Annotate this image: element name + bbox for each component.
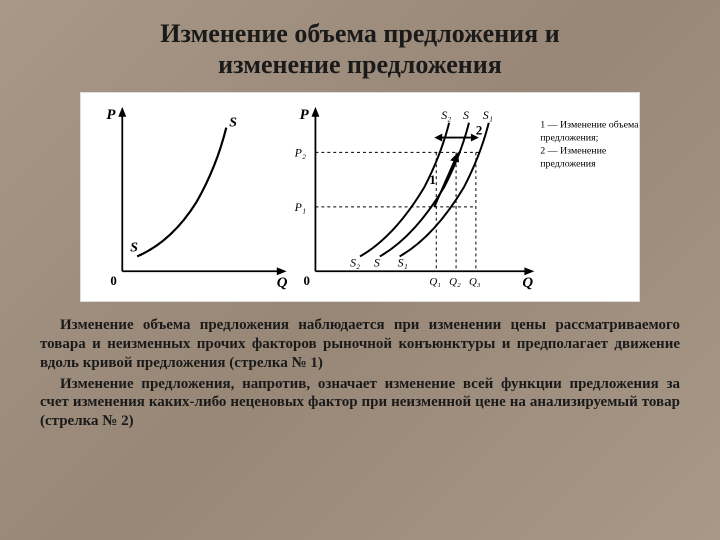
- right-x-axis-label: Q: [522, 276, 533, 292]
- title-line-1: Изменение объема предложения и: [160, 19, 559, 48]
- paragraph-1: Изменение объема предложения наблюдается…: [40, 316, 680, 372]
- legend-line-3: 2 — Изменение: [540, 146, 607, 157]
- supply-diagram: P Q 0 S S P Q 0: [81, 93, 639, 301]
- left-curve-bottom: S: [130, 240, 138, 255]
- s1-bot-label: S₁: [398, 256, 408, 270]
- s-bot-label: S: [374, 256, 380, 270]
- p2-label: P₂: [294, 146, 306, 160]
- p1-label: P₁: [294, 200, 306, 214]
- legend-line-4: предложения: [540, 159, 596, 170]
- right-chart: P Q 0 S₂ S S₁ S₂ S S₁ P₂ P₁: [294, 107, 535, 291]
- s2-bot-label: S₂: [350, 256, 360, 270]
- paragraph-2: Изменение предложения, напротив, означае…: [40, 375, 680, 431]
- title-line-2: изменение предложения: [218, 50, 502, 79]
- left-y-axis-label: P: [106, 107, 116, 123]
- body-text: Изменение объема предложения наблюдается…: [40, 316, 680, 431]
- left-x-axis-label: Q: [277, 276, 288, 292]
- left-curve-top: S: [229, 115, 237, 130]
- q1-label: Q₁: [429, 277, 441, 289]
- legend-line-2: предложения;: [540, 133, 598, 144]
- left-chart: P Q 0 S S: [106, 107, 287, 291]
- s1-top-label: S₁: [483, 108, 493, 122]
- figure-container: P Q 0 S S P Q 0: [80, 92, 640, 302]
- q3-label: Q₃: [469, 277, 481, 289]
- s-top-label: S: [463, 108, 469, 122]
- q2-label: Q₂: [449, 277, 461, 289]
- s2-top-label: S₂: [441, 108, 451, 122]
- legend-line-1: 1 — Изменение объема: [540, 120, 639, 131]
- left-origin: 0: [110, 275, 116, 289]
- slide-title: Изменение объема предложения и изменение…: [40, 18, 680, 80]
- arrow-2-label: 2: [476, 124, 482, 138]
- arrow-1-label: 1: [429, 173, 435, 187]
- right-y-axis-label: P: [300, 107, 310, 123]
- legend: 1 — Изменение объема предложения; 2 — Из…: [540, 120, 639, 170]
- right-origin: 0: [304, 275, 310, 289]
- slide-container: Изменение объема предложения и изменение…: [0, 0, 720, 540]
